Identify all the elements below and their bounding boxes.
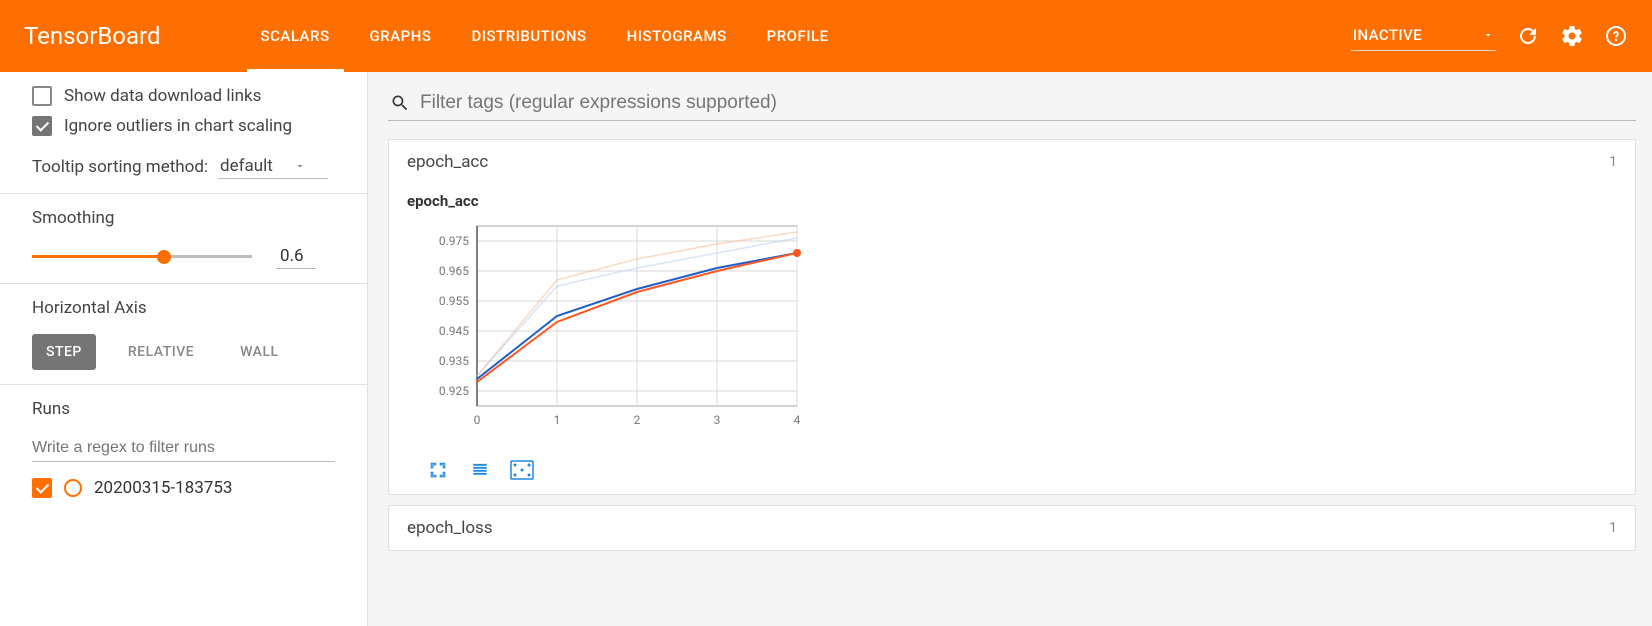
show-download-checkbox[interactable] (32, 86, 52, 106)
svg-text:0.925: 0.925 (439, 384, 469, 398)
smoothing-label: Smoothing (32, 208, 335, 228)
tooltip-sort-row: Tooltip sorting method: default (32, 154, 335, 179)
chart-wrap: epoch_acc 0.925 0.935 0.945 0.955 0.965 0.975… (389, 184, 1635, 494)
panel-header[interactable]: epoch_acc 1 (389, 140, 1635, 184)
expand-button[interactable] (425, 460, 451, 480)
ignore-outliers-label: Ignore outliers in chart scaling (64, 116, 292, 136)
panel-header[interactable]: epoch_loss 1 (389, 506, 1635, 550)
tab-histograms[interactable]: HISTOGRAMS (607, 0, 747, 72)
lines-icon (469, 461, 491, 479)
main: epoch_acc 1 epoch_acc 0.9250.9350.9450.9… (368, 72, 1652, 626)
header-tabs: SCALARS GRAPHS DISTRIBUTIONS HISTOGRAMS … (241, 0, 1351, 72)
run-name: 20200315-183753 (94, 478, 232, 498)
header-right: INACTIVE (1351, 22, 1628, 51)
help-icon (1604, 24, 1628, 48)
app-header: TensorBoard SCALARS GRAPHS DISTRIBUTIONS… (0, 0, 1652, 72)
panel-epoch-loss: epoch_loss 1 (388, 505, 1636, 551)
content: Show data download links Ignore outliers… (0, 72, 1652, 626)
fit-domain-button[interactable] (509, 460, 535, 480)
options-section: Show data download links Ignore outliers… (0, 72, 367, 194)
refresh-button[interactable] (1516, 24, 1540, 48)
runs-label: Runs (32, 399, 335, 419)
panel-count: 1 (1609, 520, 1617, 536)
chart-toolbar (407, 460, 1617, 480)
axis-buttons: STEP RELATIVE WALL (32, 334, 335, 370)
search-icon (390, 93, 410, 113)
smoothing-section: Smoothing 0.6 (0, 194, 367, 284)
chart-epoch-acc: 0.925 0.935 0.945 0.955 0.965 0.975 0 1 2 3 4 (407, 216, 807, 450)
smoothing-slider[interactable] (32, 255, 252, 258)
gear-icon (1560, 24, 1584, 48)
axis-step-button[interactable]: STEP (32, 334, 96, 370)
tooltip-sort-select[interactable]: default (218, 154, 328, 179)
tab-graphs[interactable]: GRAPHS (350, 0, 452, 72)
svg-text:0.955: 0.955 (439, 294, 469, 308)
panel-epoch-acc: epoch_acc 1 epoch_acc 0.9250.9350.9450.9… (388, 139, 1636, 495)
svg-text:0.975: 0.975 (439, 234, 469, 248)
svg-text:0: 0 (474, 413, 481, 427)
runs-filter-input[interactable] (32, 435, 335, 462)
tag-filter-bar (388, 86, 1636, 121)
chart-title: epoch_acc (407, 192, 1617, 210)
panel-tag: epoch_acc (407, 152, 488, 172)
show-download-label: Show data download links (64, 86, 261, 106)
ignore-outliers-checkbox[interactable] (32, 116, 52, 136)
axis-section: Horizontal Axis STEP RELATIVE WALL (0, 284, 367, 385)
sidebar: Show data download links Ignore outliers… (0, 72, 368, 626)
svg-text:0.965: 0.965 (439, 264, 469, 278)
show-download-row: Show data download links (32, 86, 335, 106)
tooltip-sort-label: Tooltip sorting method: (32, 157, 208, 177)
plugin-select[interactable]: INACTIVE (1351, 22, 1496, 51)
run-checkbox[interactable] (32, 478, 52, 498)
smoothing-slider-thumb[interactable] (157, 250, 171, 264)
run-row: 20200315-183753 (32, 478, 335, 498)
fit-icon (510, 460, 534, 480)
runs-section: Runs 20200315-183753 (0, 385, 367, 512)
run-color-swatch (64, 479, 82, 497)
svg-text:4: 4 (794, 413, 801, 427)
smoothing-value[interactable]: 0.6 (276, 244, 316, 269)
tab-distributions[interactable]: DISTRIBUTIONS (451, 0, 606, 72)
svg-text:0.945: 0.945 (439, 324, 469, 338)
axis-relative-button[interactable]: RELATIVE (114, 334, 208, 370)
plugin-select-label: INACTIVE (1353, 26, 1422, 44)
refresh-icon (1516, 24, 1540, 48)
smoothing-slider-row: 0.6 (32, 244, 335, 269)
help-button[interactable] (1604, 24, 1628, 48)
svg-text:1: 1 (554, 413, 561, 427)
tooltip-sort-value: default (220, 156, 273, 176)
app-logo: TensorBoard (24, 22, 161, 50)
chevron-down-icon (1482, 29, 1494, 41)
panel-count: 1 (1609, 154, 1617, 170)
chevron-down-icon (294, 160, 306, 172)
axis-label: Horizontal Axis (32, 298, 335, 318)
tag-filter-input[interactable] (420, 92, 1634, 114)
axis-wall-button[interactable]: WALL (226, 334, 292, 370)
svg-text:2: 2 (634, 413, 641, 427)
svg-text:3: 3 (714, 413, 721, 427)
svg-text:0.935: 0.935 (439, 354, 469, 368)
expand-icon (427, 461, 449, 479)
toggle-log-button[interactable] (467, 460, 493, 480)
tab-profile[interactable]: PROFILE (747, 0, 849, 72)
panel-tag: epoch_loss (407, 518, 493, 538)
settings-button[interactable] (1560, 24, 1584, 48)
tab-scalars[interactable]: SCALARS (241, 0, 350, 72)
ignore-outliers-row: Ignore outliers in chart scaling (32, 116, 335, 136)
